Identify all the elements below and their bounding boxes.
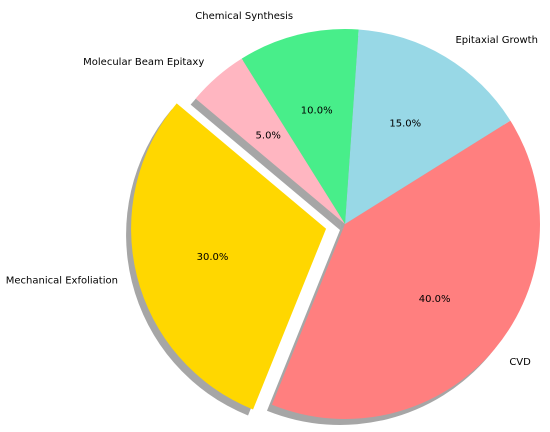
slice: [241, 29, 359, 225]
slice: [131, 103, 327, 410]
value-label: 10.0%: [301, 105, 333, 116]
slice: [195, 58, 345, 225]
slice-label: Molecular Beam Epitaxy: [83, 57, 204, 68]
slice: [345, 29, 511, 225]
slice-label: Mechanical Exfoliation: [6, 276, 118, 287]
value-label: 15.0%: [389, 119, 421, 130]
slice-label: CVD: [509, 357, 531, 368]
slice: [271, 120, 540, 419]
value-label: 5.0%: [256, 131, 281, 142]
value-label: 30.0%: [197, 252, 229, 263]
slice-label: Epitaxial Growth: [455, 35, 537, 46]
value-label: 40.0%: [419, 294, 451, 305]
slice-label: Chemical Synthesis: [195, 11, 293, 22]
